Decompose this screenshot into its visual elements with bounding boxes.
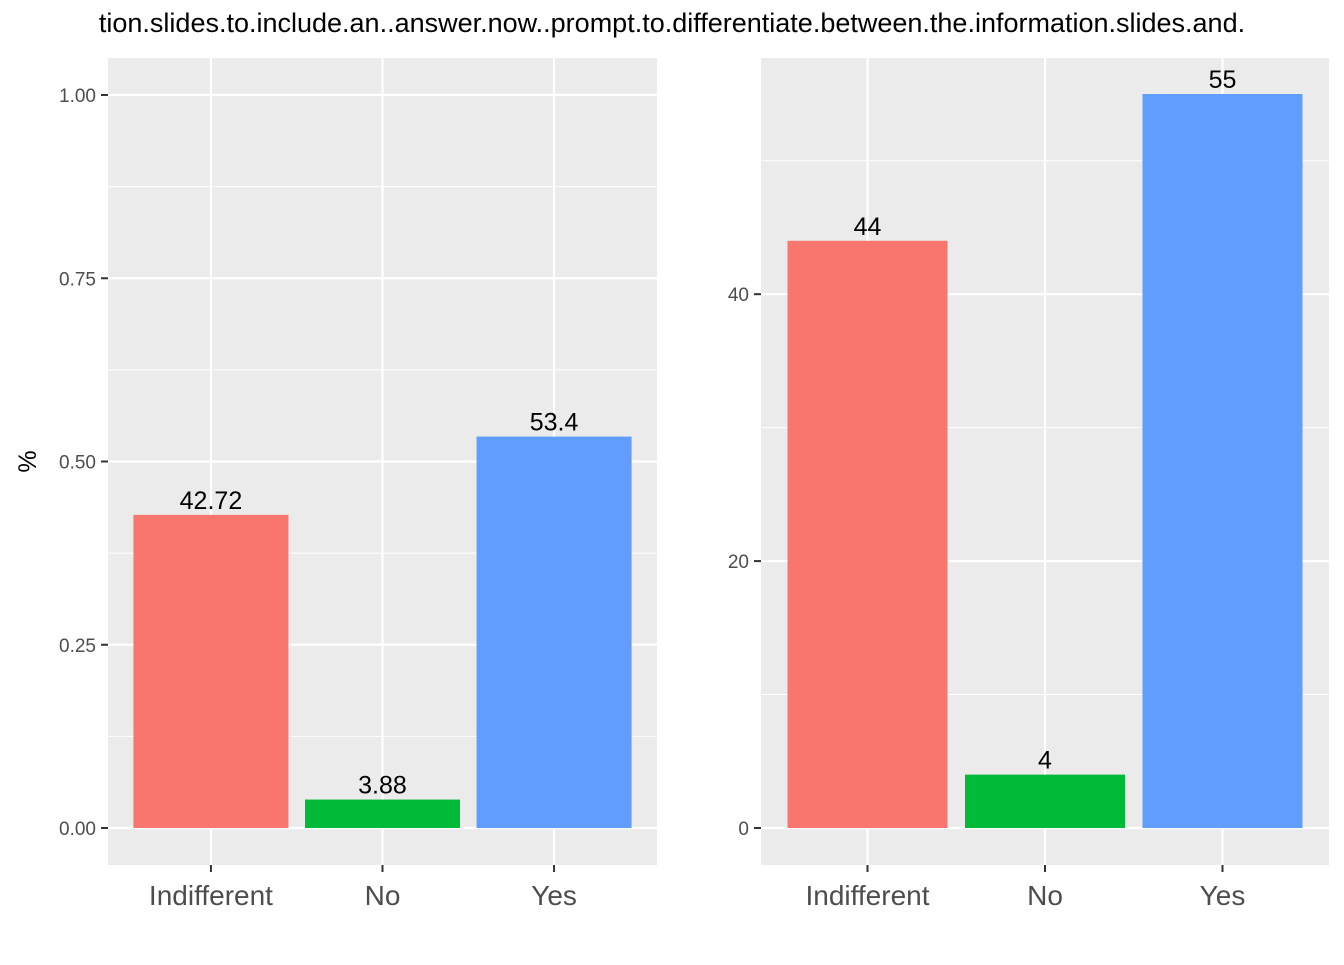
y-tick-label: 20 xyxy=(728,552,749,573)
y-tick-label: 40 xyxy=(728,285,749,306)
y-axis-label: % xyxy=(14,450,42,472)
y-tick-label: 0 xyxy=(738,819,749,840)
bar-indifferent xyxy=(133,514,289,828)
data-label-indifferent: 44 xyxy=(854,213,882,241)
chart-panel-2: 0 20 40 44 Indifferent 4 No 55 Yes xyxy=(728,58,1329,911)
x-tick-label-yes: Yes xyxy=(1200,880,1246,911)
bar-no xyxy=(305,799,460,828)
y-tick-label: 1.00 xyxy=(59,86,96,107)
x-tick-label-yes: Yes xyxy=(531,880,577,911)
data-label-indifferent: 42.72 xyxy=(180,487,243,515)
x-tick-label-indifferent: Indifferent xyxy=(149,880,273,911)
chart-title: tion.slides.to.include.an..answer.now..p… xyxy=(99,8,1245,38)
y-tick-label: 0.25 xyxy=(59,636,96,657)
data-label-yes: 55 xyxy=(1209,66,1237,94)
chart-panel-1: 0.00 0.25 0.50 0.75 1.00 42.72 Indifferent 3.88… xyxy=(14,58,657,911)
bar-yes xyxy=(1142,94,1303,828)
bar-no xyxy=(965,774,1125,828)
y-tick-label: 0.50 xyxy=(59,453,96,474)
data-label-no: 4 xyxy=(1038,747,1052,775)
y-tick-label: 0.00 xyxy=(59,819,96,840)
y-tick-label: 0.75 xyxy=(59,269,96,290)
x-tick-label-no: No xyxy=(1027,880,1063,911)
bar-indifferent xyxy=(787,240,948,829)
bar-yes xyxy=(476,436,632,828)
x-tick-label-no: No xyxy=(365,880,401,911)
x-tick-label-indifferent: Indifferent xyxy=(805,880,929,911)
data-label-no: 3.88 xyxy=(358,772,407,800)
data-label-yes: 53.4 xyxy=(530,409,579,437)
